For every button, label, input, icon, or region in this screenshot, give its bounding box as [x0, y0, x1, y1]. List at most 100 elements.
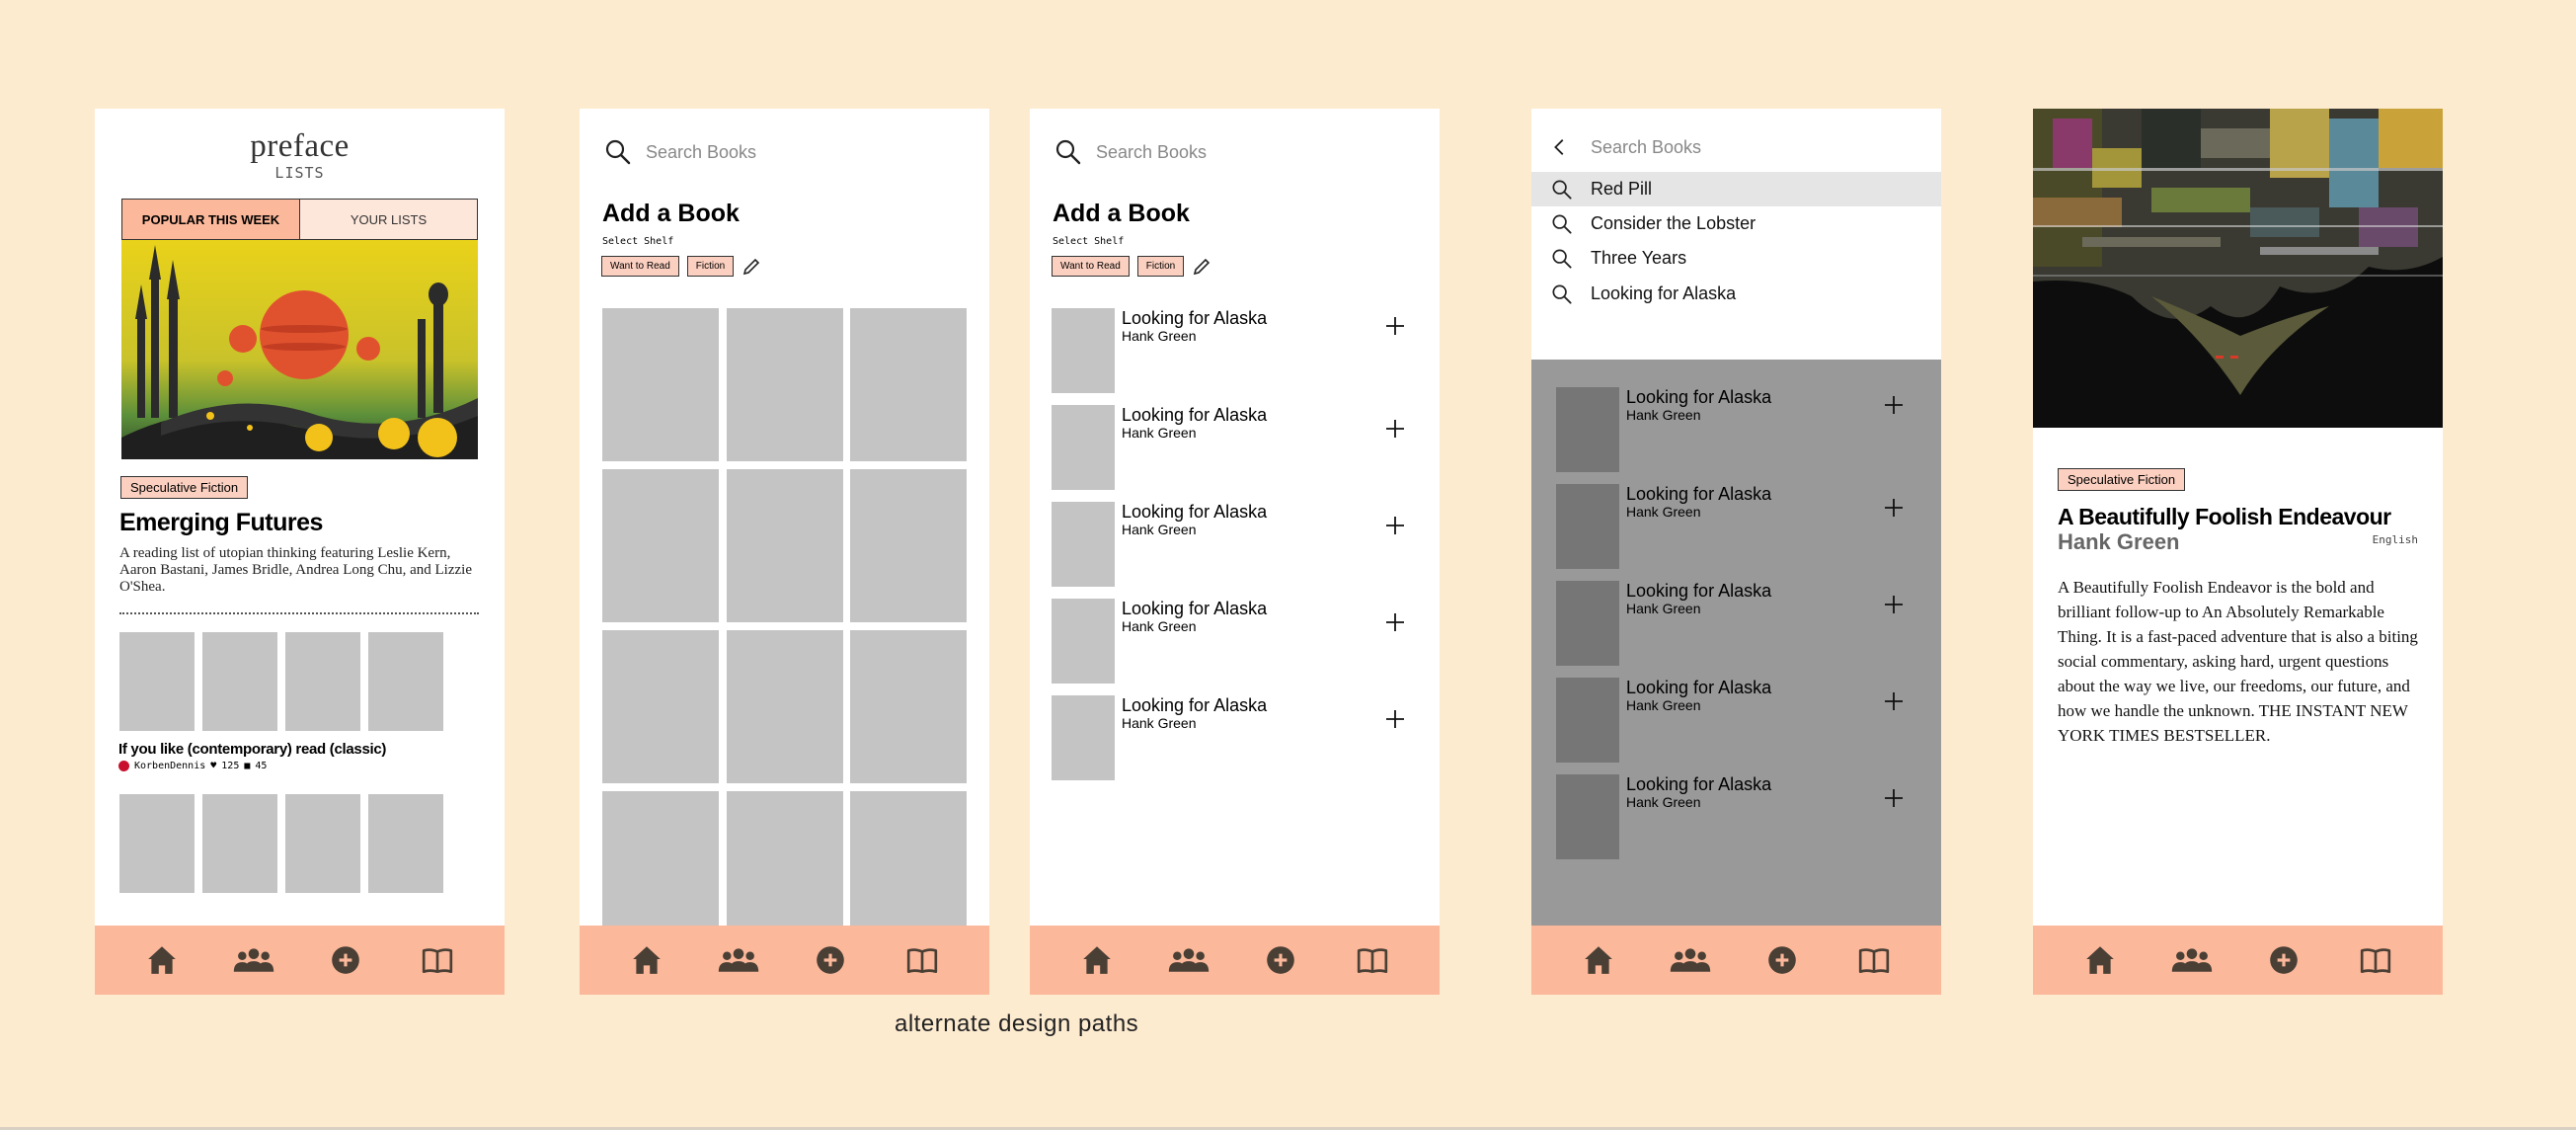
tab-your-lists[interactable]: YOUR LISTS: [300, 200, 477, 239]
plus-icon[interactable]: [1882, 689, 1906, 713]
pencil-icon[interactable]: [1192, 257, 1211, 277]
library-icon[interactable]: [415, 937, 460, 983]
search-icon: [1551, 213, 1573, 235]
home-icon[interactable]: [2077, 937, 2123, 983]
search-suggestion[interactable]: Consider the Lobster: [1531, 206, 1941, 241]
book-cover[interactable]: [727, 630, 843, 783]
list-item[interactable]: Looking for Alaska Hank Green: [1556, 387, 1921, 476]
book-thumbnail[interactable]: [285, 632, 360, 731]
library-icon[interactable]: [2353, 937, 2398, 983]
list-item[interactable]: Looking for Alaska Hank Green: [1052, 502, 1417, 591]
search-input[interactable]: Search Books: [1096, 141, 1208, 162]
list-author[interactable]: KorbenDennis: [134, 761, 206, 771]
library-icon[interactable]: [1350, 937, 1395, 983]
shelf-chip-fiction[interactable]: Fiction: [1136, 256, 1185, 277]
shelf-chip-want-to-read[interactable]: Want to Read: [1052, 256, 1130, 277]
book-author[interactable]: Hank Green: [2058, 529, 2180, 554]
book-cover: [1556, 581, 1619, 666]
list-title[interactable]: Emerging Futures: [119, 509, 323, 536]
home-icon[interactable]: [1576, 937, 1621, 983]
search-bar[interactable]: Search Books: [1549, 136, 1701, 158]
user-avatar: [118, 761, 129, 771]
list-item[interactable]: Looking for Alaska Hank Green: [1052, 599, 1417, 687]
plus-icon[interactable]: [1383, 610, 1407, 634]
search-bar[interactable]: Search Books: [1054, 138, 1207, 166]
book-cover[interactable]: [727, 308, 843, 461]
book-thumbnail[interactable]: [119, 794, 195, 893]
book-thumbnail[interactable]: [202, 794, 277, 893]
book-cover[interactable]: [602, 308, 719, 461]
second-list-title[interactable]: If you like (contemporary) read (classic…: [118, 741, 387, 758]
add-icon[interactable]: [1258, 937, 1303, 983]
community-icon[interactable]: [716, 937, 761, 983]
book-cover[interactable]: [850, 308, 967, 461]
plus-icon[interactable]: [1383, 707, 1407, 731]
search-suggestion[interactable]: Red Pill: [1531, 172, 1941, 206]
search-suggestion[interactable]: Three Years: [1531, 241, 1941, 276]
plus-icon[interactable]: [1383, 417, 1407, 441]
book-cover[interactable]: [602, 469, 719, 622]
suggestion-label: Three Years: [1591, 248, 1687, 268]
book-cover[interactable]: [727, 791, 843, 944]
book-cover: [1052, 695, 1115, 780]
book-thumbnail[interactable]: [368, 794, 443, 893]
list-item[interactable]: Looking for Alaska Hank Green: [1556, 774, 1921, 863]
list-item[interactable]: Looking for Alaska Hank Green: [1556, 484, 1921, 573]
list-item[interactable]: Looking for Alaska Hank Green: [1052, 695, 1417, 784]
search-bar[interactable]: Search Books: [604, 138, 756, 166]
home-icon[interactable]: [139, 937, 185, 983]
list-hero-image[interactable]: [121, 240, 478, 459]
book-cover[interactable]: [727, 469, 843, 622]
library-icon[interactable]: [899, 937, 945, 983]
book-cover[interactable]: [602, 791, 719, 944]
book-cover[interactable]: [850, 791, 967, 944]
community-icon[interactable]: [2169, 937, 2215, 983]
plus-icon[interactable]: [1882, 393, 1906, 417]
list-item[interactable]: Looking for Alaska Hank Green: [1556, 678, 1921, 767]
book-thumbnail[interactable]: [202, 632, 277, 731]
list-item[interactable]: Looking for Alaska Hank Green: [1556, 581, 1921, 670]
book-cover[interactable]: [602, 630, 719, 783]
add-icon[interactable]: [1759, 937, 1805, 983]
add-icon[interactable]: [808, 937, 853, 983]
dimmed-results-overlay[interactable]: Looking for Alaska Hank Green Looking fo…: [1531, 360, 1941, 926]
book-thumbnail[interactable]: [368, 632, 443, 731]
list-item[interactable]: Looking for Alaska Hank Green: [1052, 308, 1417, 397]
home-icon[interactable]: [624, 937, 669, 983]
community-icon[interactable]: [1668, 937, 1713, 983]
home-icon[interactable]: [1074, 937, 1120, 983]
back-arrow-icon[interactable]: [1549, 136, 1571, 158]
plus-icon[interactable]: [1882, 786, 1906, 810]
screen-add-book-grid: Search Books Add a Book Select Shelf Wan…: [580, 109, 989, 995]
shelf-chip-want-to-read[interactable]: Want to Read: [601, 256, 679, 277]
book-cover: [1556, 484, 1619, 569]
book-thumbnail[interactable]: [285, 794, 360, 893]
list-item[interactable]: Looking for Alaska Hank Green: [1052, 405, 1417, 494]
likes-count: 125: [221, 761, 240, 771]
shelf-selector: Want to Read Fiction: [601, 256, 761, 277]
screen-add-book-list: Search Books Add a Book Select Shelf Wan…: [1030, 109, 1440, 995]
search-suggestion[interactable]: Looking for Alaska: [1531, 277, 1941, 311]
library-icon[interactable]: [1851, 937, 1897, 983]
pencil-icon[interactable]: [742, 257, 761, 277]
add-icon[interactable]: [323, 937, 368, 983]
plus-icon[interactable]: [1383, 314, 1407, 338]
book-author: Hank Green: [1122, 522, 1197, 537]
genre-tag[interactable]: Speculative Fiction: [120, 476, 249, 499]
shelf-chip-fiction[interactable]: Fiction: [686, 256, 735, 277]
divider: [119, 612, 479, 614]
community-icon[interactable]: [1166, 937, 1211, 983]
book-cover[interactable]: [850, 469, 967, 622]
plus-icon[interactable]: [1383, 514, 1407, 537]
plus-icon[interactable]: [1882, 593, 1906, 616]
search-input[interactable]: Search Books: [646, 141, 757, 162]
search-input[interactable]: Search Books: [1591, 136, 1702, 157]
genre-tag[interactable]: Speculative Fiction: [2058, 468, 2186, 491]
add-icon[interactable]: [2261, 937, 2306, 983]
tab-popular[interactable]: POPULAR THIS WEEK: [122, 200, 300, 239]
community-icon[interactable]: [231, 937, 276, 983]
plus-icon[interactable]: [1882, 496, 1906, 520]
book-cover[interactable]: [850, 630, 967, 783]
book-thumbnail[interactable]: [119, 632, 195, 731]
second-list-meta: KorbenDennis ♥ 125 ■ 45: [118, 761, 267, 771]
